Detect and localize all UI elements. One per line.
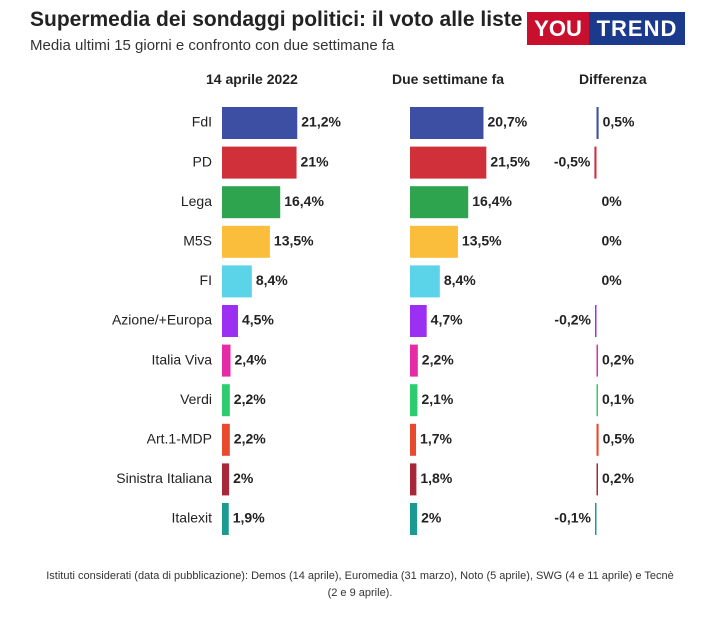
value-label-previous: 2,1% <box>421 391 453 407</box>
value-label-difference: -0,1% <box>554 510 591 526</box>
bar-current <box>222 186 281 219</box>
value-label-difference: -0,5% <box>554 153 591 169</box>
column-header-difference: Differenza <box>579 71 647 87</box>
value-label-previous: 2% <box>421 510 442 526</box>
category-label: Azione/+Europa <box>112 312 212 328</box>
bar-current <box>222 107 298 139</box>
category-label: PD <box>193 153 212 169</box>
category-label: M5S <box>183 233 212 249</box>
value-label-difference: 0,2% <box>602 351 634 367</box>
category-label: FdI <box>192 114 212 130</box>
value-label-current: 21,2% <box>301 114 341 130</box>
bar-previous <box>410 107 484 139</box>
bar-previous <box>410 225 458 258</box>
bar-difference <box>596 384 598 417</box>
bar-previous <box>410 463 417 496</box>
chart-subtitle: Media ultimi 15 giorni e confronto con d… <box>30 37 395 54</box>
category-label: Art.1-MDP <box>147 431 212 447</box>
bar-previous <box>410 344 418 377</box>
value-label-current: 13,5% <box>274 233 314 249</box>
value-label-difference: 0,5% <box>603 431 635 447</box>
value-label-previous: 21,5% <box>490 153 530 169</box>
bar-previous <box>410 423 417 456</box>
column-header-previous: Due settimane fa <box>392 71 505 87</box>
youtrend-logo: YOU TREND <box>527 12 685 45</box>
value-label-difference: 0,2% <box>602 470 634 486</box>
bar-difference <box>596 423 599 456</box>
bar-previous <box>410 384 418 417</box>
value-label-previous: 1,8% <box>420 470 452 486</box>
bar-previous <box>410 305 427 337</box>
value-label-current: 21% <box>301 153 330 169</box>
value-label-difference: 0,1% <box>602 391 634 407</box>
value-label-current: 2,2% <box>234 431 266 447</box>
bar-current <box>222 146 297 179</box>
value-label-current: 2,2% <box>234 391 266 407</box>
value-label-difference: 0,5% <box>603 114 635 130</box>
bar-current <box>222 265 252 298</box>
bar-difference <box>596 107 599 139</box>
value-label-previous: 20,7% <box>487 114 527 130</box>
bar-previous <box>410 265 440 298</box>
category-label: Italia Viva <box>152 351 213 367</box>
logo-trend: TREND <box>589 12 685 45</box>
value-label-difference: 0% <box>602 272 623 288</box>
bar-current <box>222 384 230 417</box>
value-label-difference: -0,2% <box>554 312 591 328</box>
value-label-previous: 4,7% <box>431 312 463 328</box>
bar-current <box>222 463 230 496</box>
bar-previous <box>410 503 418 535</box>
bar-difference <box>595 503 597 535</box>
footnote: Istituti considerati (data di pubblicazi… <box>46 570 674 599</box>
value-label-current: 2,4% <box>235 351 267 367</box>
value-label-current: 2% <box>233 470 254 486</box>
category-label: Verdi <box>180 391 212 407</box>
bar-current <box>222 305 238 337</box>
bar-difference <box>594 146 597 179</box>
value-label-previous: 16,4% <box>472 193 512 209</box>
value-label-current: 1,9% <box>233 510 265 526</box>
category-label: FI <box>200 272 212 288</box>
bar-previous <box>410 186 469 219</box>
value-label-previous: 13,5% <box>462 233 502 249</box>
value-label-difference: 0% <box>602 193 623 209</box>
bar-difference <box>595 305 597 337</box>
bar-current <box>222 225 270 258</box>
value-label-current: 16,4% <box>284 193 324 209</box>
logo-you: YOU <box>527 12 589 45</box>
category-label: Lega <box>181 193 212 209</box>
category-label: Italexit <box>172 510 213 526</box>
bar-chart: FdI 21,2% 20,7% 0,5% PD 21% 21,5% -0,5% Lega 16,4… <box>112 107 635 535</box>
value-label-previous: 8,4% <box>444 272 476 288</box>
value-label-difference: 0% <box>602 233 623 249</box>
bar-current <box>222 503 229 535</box>
bar-current <box>222 344 231 377</box>
bar-difference <box>596 463 598 496</box>
category-label: Sinistra Italiana <box>116 470 212 486</box>
bar-current <box>222 423 230 456</box>
bar-previous <box>410 146 487 179</box>
value-label-previous: 2,2% <box>422 351 454 367</box>
value-label-current: 4,5% <box>242 312 274 328</box>
value-label-current: 8,4% <box>256 272 288 288</box>
bar-difference <box>596 344 598 377</box>
column-header-current: 14 aprile 2022 <box>206 71 298 87</box>
value-label-previous: 1,7% <box>420 431 452 447</box>
chart-title: Supermedia dei sondaggi politici: il vot… <box>30 8 523 31</box>
